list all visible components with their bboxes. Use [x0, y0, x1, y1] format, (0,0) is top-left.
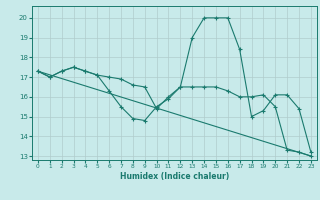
X-axis label: Humidex (Indice chaleur): Humidex (Indice chaleur)	[120, 172, 229, 181]
